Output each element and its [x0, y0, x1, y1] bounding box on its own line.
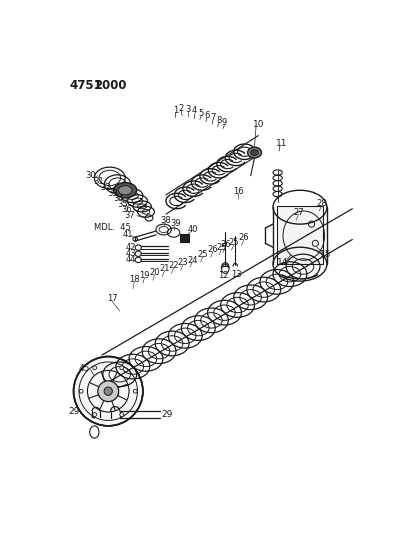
- Text: 44: 44: [126, 255, 137, 264]
- Text: 11: 11: [276, 139, 287, 148]
- Text: 36: 36: [121, 205, 132, 214]
- Text: 26: 26: [220, 240, 231, 249]
- Ellipse shape: [248, 147, 262, 158]
- Text: 25: 25: [198, 249, 208, 259]
- Text: 5: 5: [199, 109, 204, 118]
- Text: 2: 2: [179, 104, 184, 113]
- Circle shape: [104, 387, 112, 395]
- Text: 41: 41: [122, 230, 133, 239]
- Circle shape: [98, 381, 119, 401]
- Ellipse shape: [118, 185, 132, 195]
- Circle shape: [120, 413, 124, 417]
- Text: 29: 29: [68, 407, 79, 416]
- Text: 10: 10: [253, 119, 264, 128]
- Text: 38: 38: [161, 216, 171, 225]
- Text: 43: 43: [126, 249, 137, 259]
- Text: 21: 21: [159, 264, 170, 273]
- Circle shape: [93, 366, 97, 370]
- Circle shape: [93, 413, 97, 417]
- Text: 25: 25: [228, 238, 239, 247]
- Text: 14: 14: [277, 258, 289, 267]
- Text: 17: 17: [107, 294, 118, 303]
- Text: 33: 33: [107, 189, 118, 198]
- Text: 35: 35: [118, 199, 128, 208]
- Ellipse shape: [251, 149, 258, 156]
- Text: 42: 42: [126, 243, 137, 252]
- Bar: [180, 234, 189, 242]
- Text: 26: 26: [208, 245, 218, 254]
- Circle shape: [133, 389, 137, 393]
- Text: 30: 30: [85, 171, 96, 180]
- Text: 1: 1: [173, 106, 178, 115]
- Text: 7: 7: [210, 114, 216, 123]
- Text: 27: 27: [293, 208, 304, 217]
- Text: 12: 12: [218, 271, 229, 280]
- Text: 23: 23: [177, 258, 188, 267]
- Text: 32: 32: [101, 183, 111, 192]
- Text: 16: 16: [233, 187, 244, 196]
- Text: 37: 37: [124, 211, 135, 220]
- Text: 8: 8: [216, 116, 222, 125]
- Text: 2000: 2000: [94, 79, 127, 92]
- Text: 31: 31: [93, 177, 104, 186]
- Bar: [277, 206, 323, 264]
- Circle shape: [79, 389, 83, 393]
- Text: 15: 15: [319, 251, 331, 260]
- Text: 20: 20: [149, 268, 160, 277]
- Text: 4: 4: [192, 107, 197, 116]
- Text: 6: 6: [204, 111, 209, 120]
- Text: MDL.  45: MDL. 45: [94, 223, 131, 232]
- Text: 3: 3: [186, 105, 191, 114]
- Text: 34: 34: [113, 194, 124, 203]
- Text: 40: 40: [188, 225, 198, 234]
- Text: 22: 22: [169, 261, 179, 270]
- Text: 13: 13: [231, 270, 242, 279]
- Text: 29: 29: [162, 410, 173, 419]
- Text: 18: 18: [129, 275, 140, 284]
- Circle shape: [120, 366, 124, 370]
- Text: 26: 26: [238, 233, 249, 243]
- Text: 28: 28: [316, 199, 327, 208]
- Ellipse shape: [113, 182, 137, 198]
- Text: 24: 24: [187, 256, 197, 265]
- Text: 25: 25: [216, 243, 227, 252]
- Text: 39: 39: [171, 219, 181, 228]
- Text: 9: 9: [222, 118, 227, 127]
- Text: 45: 45: [79, 364, 90, 373]
- Text: 19: 19: [139, 271, 150, 280]
- Circle shape: [73, 357, 143, 426]
- Text: 4751: 4751: [69, 79, 102, 92]
